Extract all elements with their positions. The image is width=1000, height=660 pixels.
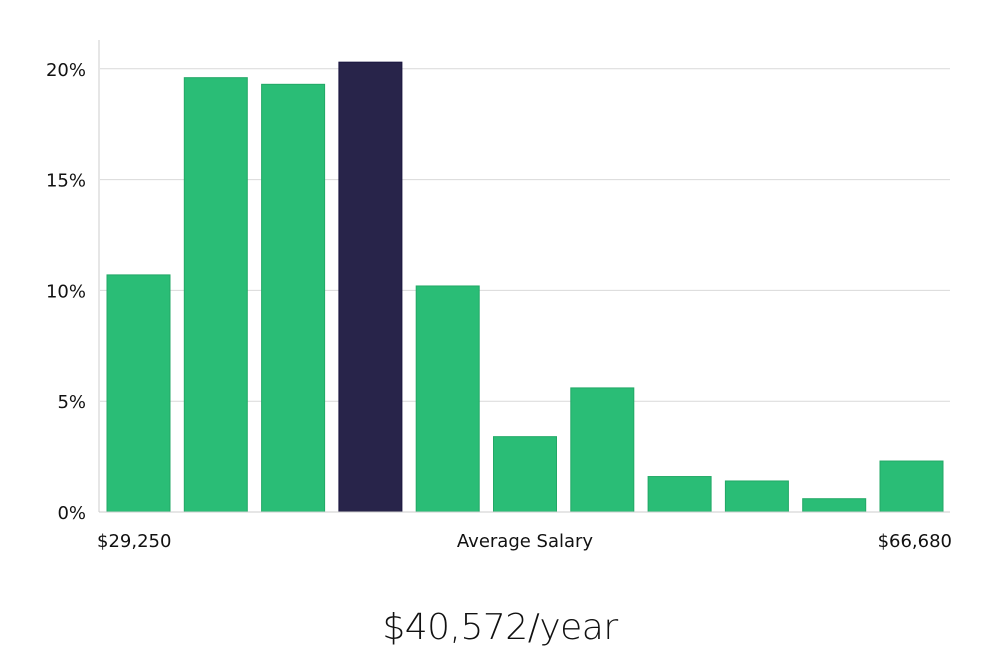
bar [261, 83, 326, 513]
x-max-label: $66,680 [878, 531, 952, 552]
bar-highlighted [338, 61, 403, 513]
bar [879, 460, 944, 513]
y-tick-label: 0% [57, 503, 86, 524]
y-tick-label: 10% [46, 281, 86, 302]
bar [493, 436, 557, 513]
bar [647, 476, 712, 513]
bar [183, 77, 248, 513]
y-tick-label: 15% [46, 171, 86, 192]
bars [106, 61, 944, 513]
bar [415, 285, 480, 513]
x-axis-title: Average Salary [457, 531, 594, 552]
bar [802, 498, 867, 513]
y-tick-label: 20% [46, 60, 86, 81]
y-tick-label: 5% [57, 392, 86, 413]
average-salary-value: $40,572/year [382, 607, 618, 648]
x-min-label: $29,250 [97, 531, 171, 552]
bar [106, 274, 171, 513]
bar [570, 387, 635, 513]
y-tick-labels: 0% 5% 10% 15% 20% [46, 60, 86, 524]
salary-histogram: 0% 5% 10% 15% 20% $29,250 Average Salary $66… [46, 40, 952, 552]
bar [724, 480, 789, 513]
